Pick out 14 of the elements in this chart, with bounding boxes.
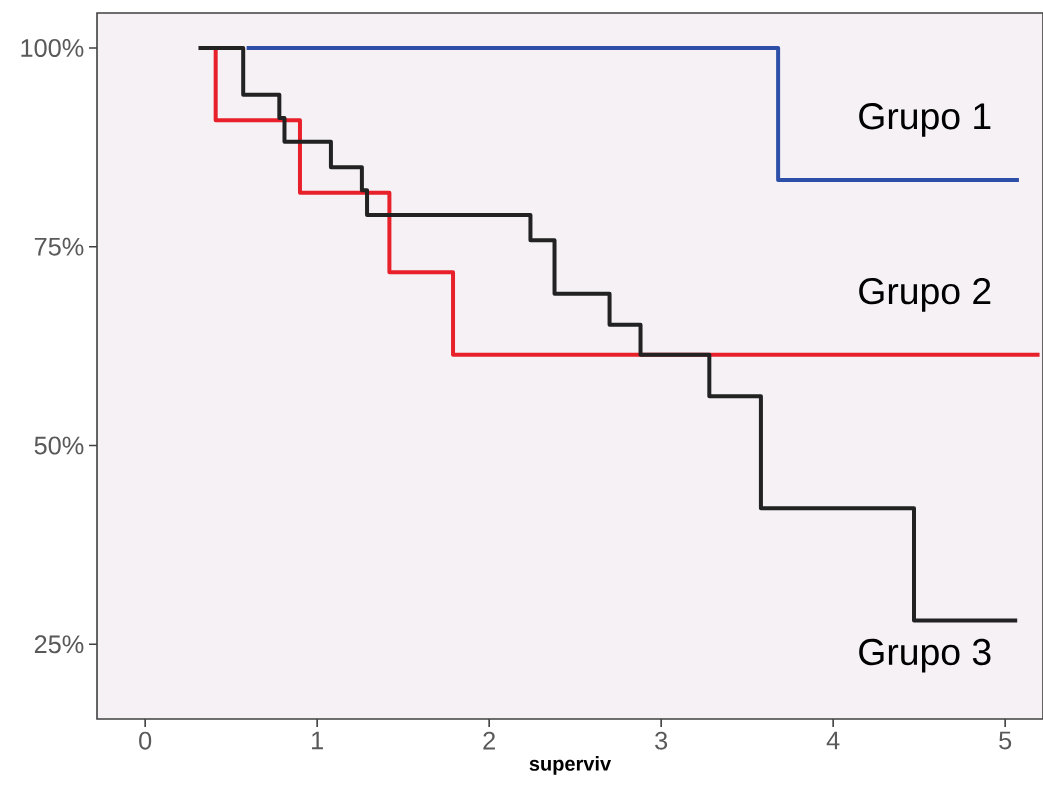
x-tick-label: 5 xyxy=(999,731,1012,750)
x-axis-title: superviv xyxy=(529,756,612,775)
x-tick-label: 3 xyxy=(655,731,668,750)
x-tick-label: 4 xyxy=(826,731,840,750)
x-tick-label: 2 xyxy=(483,731,495,750)
y-tick-label: 100% xyxy=(21,39,84,57)
series-label: Grupo 3 xyxy=(859,638,991,673)
y-tick-label: 25% xyxy=(34,635,84,654)
series-label: Grupo 1 xyxy=(859,103,991,137)
series-label: Grupo 2 xyxy=(859,277,991,312)
x-tick-label: 0 xyxy=(139,731,152,750)
y-tick-label: 75% xyxy=(34,237,84,256)
x-tick-label: 1 xyxy=(312,731,323,750)
y-tick-label: 50% xyxy=(34,436,84,455)
